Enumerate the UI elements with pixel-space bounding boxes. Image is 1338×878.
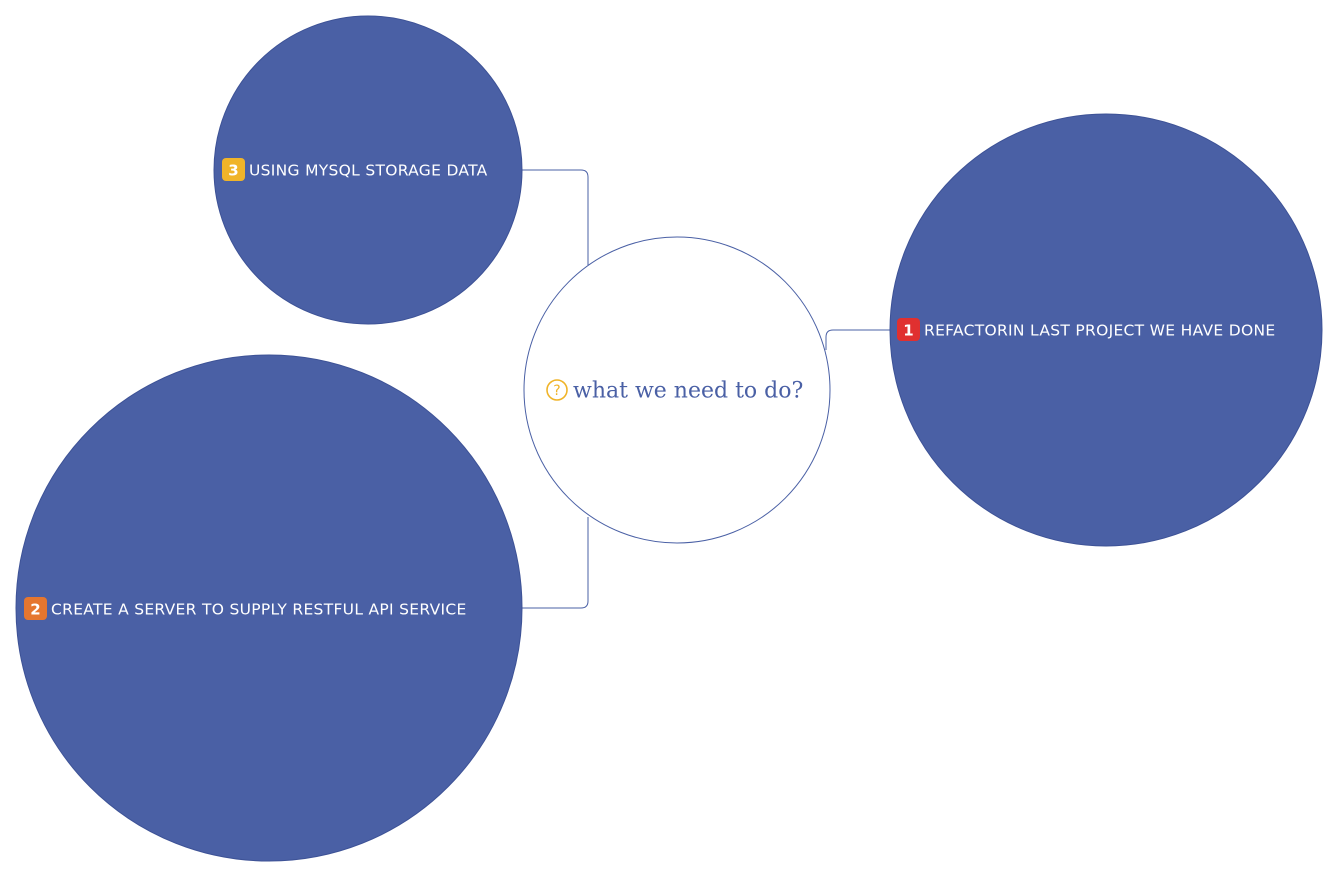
- topic-node-1[interactable]: 1 REFACTORIN LAST PROJECT WE HAVE DONE: [889, 113, 1323, 547]
- topic-bubble: [213, 15, 523, 325]
- question-circle-icon: ?: [546, 379, 568, 401]
- central-topic-label: what we need to do?: [573, 379, 803, 404]
- connector-topic-2: [522, 517, 589, 609]
- priority-1-badge: [897, 318, 920, 341]
- priority-3-badge: [222, 158, 245, 181]
- topic-label-3: USING MYSQL STORAGE DATA: [249, 162, 488, 180]
- priority-1-badge-label: 1: [903, 322, 913, 340]
- topic-node-3[interactable]: 3 USING MYSQL STORAGE DATA: [213, 15, 523, 325]
- priority-2-badge: [24, 597, 47, 620]
- priority-3-badge-label: 3: [228, 162, 238, 180]
- svg-text:?: ?: [553, 383, 560, 399]
- central-bubble: [523, 236, 831, 544]
- topic-bubble: [15, 354, 523, 862]
- topic-label-2: CREATE A SERVER TO SUPPLY RESTFUL API SE…: [51, 601, 467, 619]
- topic-label-1: REFACTORIN LAST PROJECT WE HAVE DONE: [924, 322, 1275, 340]
- priority-2-badge-label: 2: [30, 601, 40, 619]
- connector-topic-3: [522, 169, 589, 265]
- topic-node-2[interactable]: 2 CREATE A SERVER TO SUPPLY RESTFUL API …: [15, 354, 523, 862]
- topic-bubble: [889, 113, 1323, 547]
- connector-topic-1: [825, 329, 890, 350]
- central-topic-node[interactable]: ? what we need to do?: [523, 236, 831, 544]
